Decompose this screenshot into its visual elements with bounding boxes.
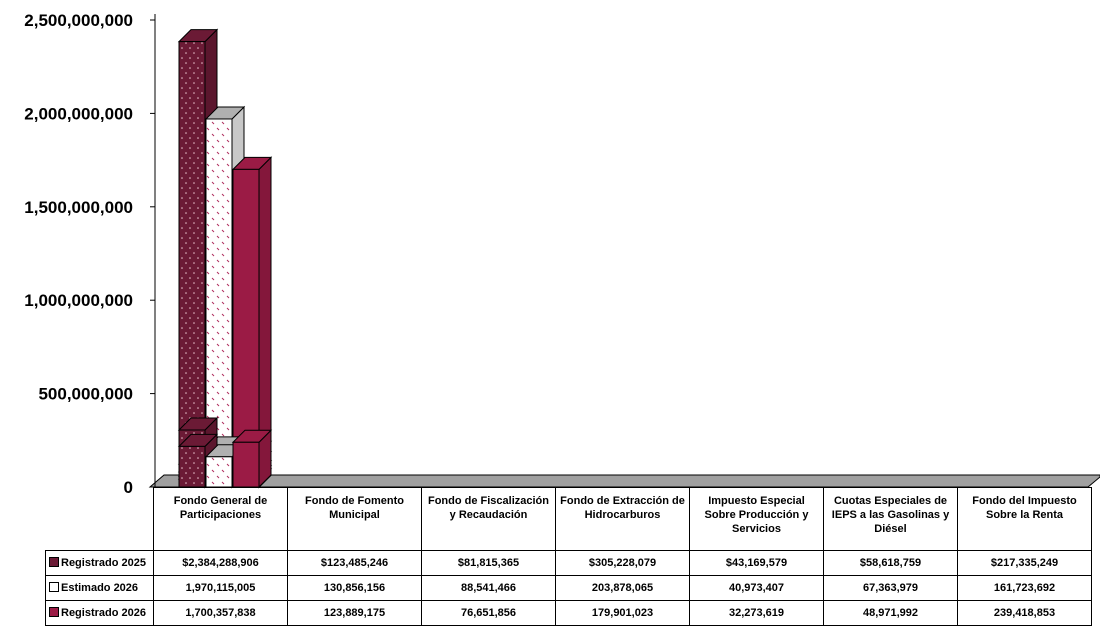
blank-cell [45,487,154,551]
category-label: Fondo de Fiscalización y Recaudación [421,487,556,551]
category-label: Fondo de Extracción de Hidrocarburos [555,487,690,551]
value-label: $81,815,365 [421,550,556,576]
bar [205,456,233,488]
series-row: Registrado 2025 $2,384,288,906 $123,485,24… [45,550,1092,576]
legend-entry: Estimado 2026 [45,575,154,601]
legend-key [49,607,59,617]
data-table: Fondo General de Participaciones Fondo de… [45,487,1092,626]
bar [178,41,206,488]
legend-label: Estimado 2026 [61,582,139,594]
legend-key [49,557,59,567]
bar [178,445,206,488]
category-label: Fondo de Fomento Municipal [287,487,422,551]
value-label: $58,618,759 [823,550,958,576]
value-label: $43,169,579 [689,550,824,576]
value-label: 130,856,156 [287,575,422,601]
value-label: 67,363,979 [823,575,958,601]
value-label: 88,541,466 [421,575,556,601]
legend-label: Registrado 2026 [61,607,146,619]
category-label: Fondo General de Participaciones [153,487,288,551]
value-label: 1,970,115,005 [153,575,288,601]
value-label: $123,485,246 [287,550,422,576]
y-tick-label: 500,000,000 [38,385,133,404]
value-label: $217,335,249 [957,550,1092,576]
series-row: Estimado 2026 1,970,115,005 130,856,156 88,… [45,575,1092,601]
y-tick-label: 2,500,000,000 [24,11,133,30]
category-label: Impuesto Especial Sobre Producción y Ser… [689,487,824,551]
y-tick-label: 2,000,000,000 [24,104,133,123]
bar [232,441,260,488]
floor [148,474,1100,488]
legend-entry: Registrado 2025 [45,550,154,576]
value-label: $2,384,288,906 [153,550,288,576]
value-label: 203,878,065 [555,575,690,601]
header-row: Fondo General de Participaciones Fondo de… [45,487,1092,551]
legend-key [49,582,59,592]
value-label: 161,723,692 [957,575,1092,601]
value-label: $305,228,079 [555,550,690,576]
y-tick-label: 1,500,000,000 [24,198,133,217]
y-tick-label: 1,000,000,000 [24,291,133,310]
category-label: Fondo del Impuesto Sobre la Renta [957,487,1092,551]
legend-label: Registrado 2025 [61,557,146,569]
category-label: Cuotas Especiales de IEPS a las Gasolina… [823,487,958,551]
value-label: 40,973,407 [689,575,824,601]
